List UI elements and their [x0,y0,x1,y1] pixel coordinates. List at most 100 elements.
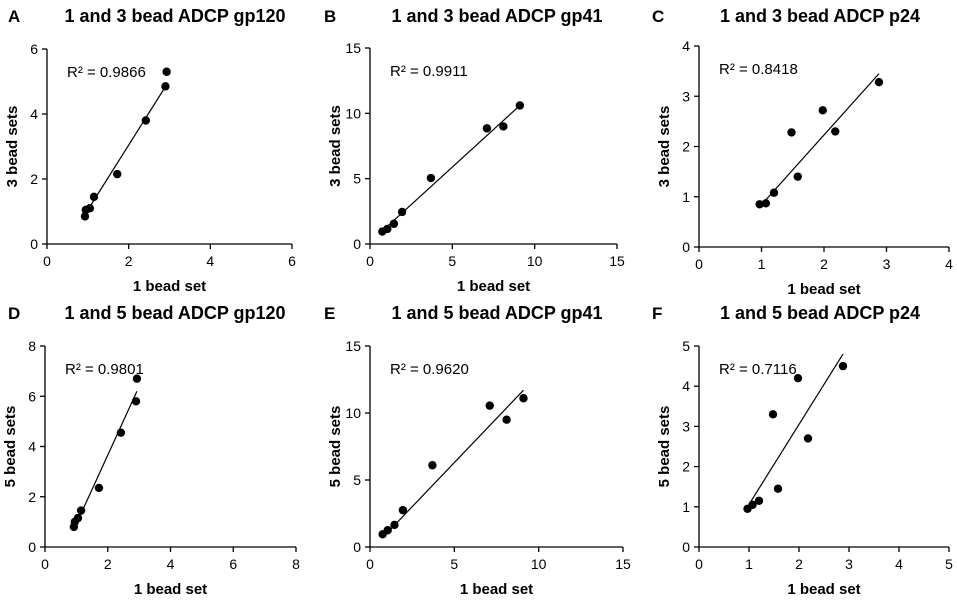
data-point [515,101,525,110]
y-axis-label: 3 bead sets [4,106,21,188]
y-tick-label: 6 [28,388,36,404]
regression-line [83,84,168,217]
y-tick-label: 0 [30,236,38,252]
x-tick-label: 2 [795,556,803,572]
panel-d: D 1 and 5 bead ADCP gp120 0 2 4 6 8 0 2 4 6 8 1 bead… [2,303,300,598]
x-tick-label: 5 [448,253,456,269]
panel-f: F 1 and 5 bead ADCP p24 0 1 2 3 4 5 0 1 2 3 4 5 1 bead… [652,303,953,598]
data-point [793,373,803,383]
y-tick-label: 15 [345,40,361,56]
y-tick-label: 4 [30,106,38,122]
chart-title: 1 and 5 bead ADCP gp120 [64,303,285,323]
y-tick-label: 3 [682,418,690,434]
data-point [761,199,771,208]
y-tick-label: 0 [353,236,361,252]
x-tick-label: 1 [758,256,766,272]
x-tick-label: 6 [229,556,237,572]
y-tick-label: 6 [30,41,38,57]
data-point [390,520,399,530]
chart-title: 1 and 3 bead ADCP p24 [720,6,920,26]
data-point [383,224,392,234]
data-point [818,106,827,115]
panel-letter: F [652,304,662,323]
data-point [426,173,436,183]
x-axis-label: 1 bead set [133,278,206,295]
r-squared-annotation: R² = 0.9801 [65,361,144,378]
data-point [793,172,802,181]
r-squared-annotation: R² = 0.7116 [719,361,797,378]
data-point [838,361,848,371]
panel-e: E 1 and 5 bead ADCP gp41 0 5 10 15 0 5 10 15 1 bea… [324,303,631,598]
x-tick-label: 4 [167,556,175,572]
x-axis-label: 1 bead set [460,581,533,598]
y-tick-label: 1 [682,499,690,515]
data-point [773,484,783,493]
data-point [161,82,170,91]
y-tick-label: 2 [682,139,690,155]
data-point [131,397,141,406]
y-axis-label: 3 bead sets [656,106,673,188]
data-point [113,169,122,179]
x-axis-label: 1 bead set [134,581,207,598]
data-point [748,500,757,509]
data-point [502,415,511,424]
data-point [428,461,437,470]
chart-title: 1 and 5 bead ADCP p24 [720,303,920,323]
regression-line [759,73,880,208]
x-tick-label: 0 [366,556,374,572]
y-tick-label: 5 [682,338,690,354]
x-tick-label: 0 [41,556,49,572]
y-tick-label: 3 [682,88,690,104]
x-tick-label: 1 [745,556,753,572]
x-tick-label: 6 [288,253,296,269]
panel-letter: A [8,7,20,26]
data-point [85,204,95,213]
r-squared-annotation: R² = 0.9911 [390,63,468,80]
x-tick-label: 3 [845,556,853,572]
y-tick-label: 10 [345,405,361,421]
data-point [482,124,492,133]
y-tick-label: 5 [353,472,361,488]
data-point [397,207,407,217]
panel-letter: B [324,7,336,26]
x-tick-label: 2 [820,256,828,272]
data-point [116,428,126,437]
y-tick-label: 2 [30,171,38,187]
data-point [389,219,399,228]
x-tick-label: 4 [895,556,903,572]
y-axis-label: 3 bead sets [327,105,344,187]
x-tick-label: 2 [104,556,112,572]
x-tick-label: 10 [531,556,547,572]
data-point [754,496,764,505]
x-tick-label: 5 [945,556,953,572]
x-tick-label: 3 [883,256,891,272]
x-tick-label: 0 [43,253,51,269]
r-squared-annotation: R² = 0.9866 [67,64,146,81]
y-tick-label: 8 [28,338,36,354]
y-tick-label: 4 [682,378,690,394]
data-point [80,212,90,221]
y-tick-label: 0 [28,539,36,555]
x-tick-label: 0 [366,253,374,269]
x-tick-label: 8 [292,556,300,572]
x-axis-label: 1 bead set [457,278,530,295]
y-tick-label: 4 [28,439,36,455]
panel-b: B 1 and 3 bead ADCP gp41 0 5 10 15 0 5 10 15 1 bea… [324,6,625,295]
data-point [141,116,151,125]
x-tick-label: 5 [450,556,458,572]
data-point [768,410,778,419]
x-tick-label: 0 [695,556,703,572]
y-axis-label: 5 bead sets [656,406,673,488]
y-tick-label: 1 [682,189,690,205]
data-point [162,67,171,76]
y-tick-label: 15 [345,338,361,354]
data-point [94,483,104,493]
data-point [89,192,99,202]
x-axis-label: 1 bead set [787,581,860,598]
r-squared-annotation: R² = 0.8418 [719,61,798,78]
y-tick-label: 2 [28,489,36,505]
x-axis-label: 1 bead set [787,281,860,298]
x-tick-label: 15 [615,556,631,572]
panel-a: A 1 and 3 bead ADCP gp120 0 2 4 6 0 2 4 6 1 bead s… [4,6,296,295]
